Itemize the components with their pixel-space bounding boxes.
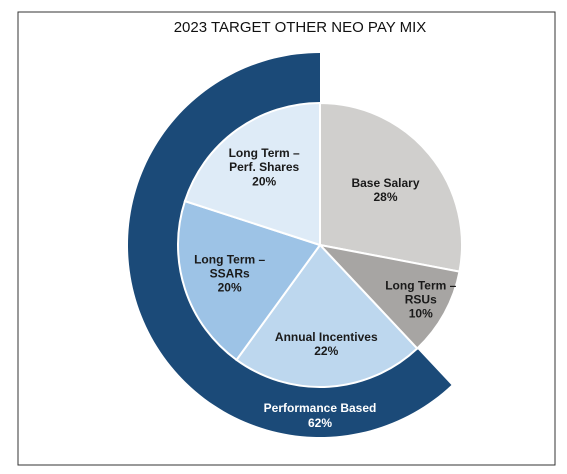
pie-slice xyxy=(183,101,321,247)
pie-slice xyxy=(235,243,419,388)
pie-slice xyxy=(317,243,461,350)
label-line: Long Term – xyxy=(194,253,265,267)
label-line: Annual Incentives xyxy=(275,330,378,344)
label-line: Long Term – xyxy=(385,279,456,293)
slice-value-label: 28% xyxy=(373,190,397,204)
label-line: SSARs xyxy=(210,267,250,281)
pie-slice xyxy=(177,199,322,362)
ring-value-label: 62% xyxy=(308,416,332,430)
ring-arc xyxy=(127,53,452,437)
label-line: Long Term – xyxy=(229,146,300,160)
slice-value-label: 22% xyxy=(314,344,338,358)
slice-label: Long Term – Perf. Shares xyxy=(229,146,300,174)
slice-label: Base Salary xyxy=(351,176,419,190)
label-line: Base Salary xyxy=(351,176,419,190)
slice-label: Annual Incentives xyxy=(275,330,378,344)
ring-label: Performance Based xyxy=(264,401,377,415)
frame xyxy=(17,11,556,466)
label-line: Perf. Shares xyxy=(229,160,299,174)
slice-value-label: 10% xyxy=(409,307,433,321)
slice-value-label: 20% xyxy=(252,174,276,188)
slice-value-label: 20% xyxy=(218,281,242,295)
label-line: RSUs xyxy=(405,293,437,307)
pie-slice xyxy=(319,101,463,273)
slice-label: Long Term – SSARs xyxy=(194,253,265,281)
chart-title: 2023 TARGET OTHER NEO PAY MIX xyxy=(174,19,427,36)
slice-label: Long Term – RSUs xyxy=(385,279,456,307)
